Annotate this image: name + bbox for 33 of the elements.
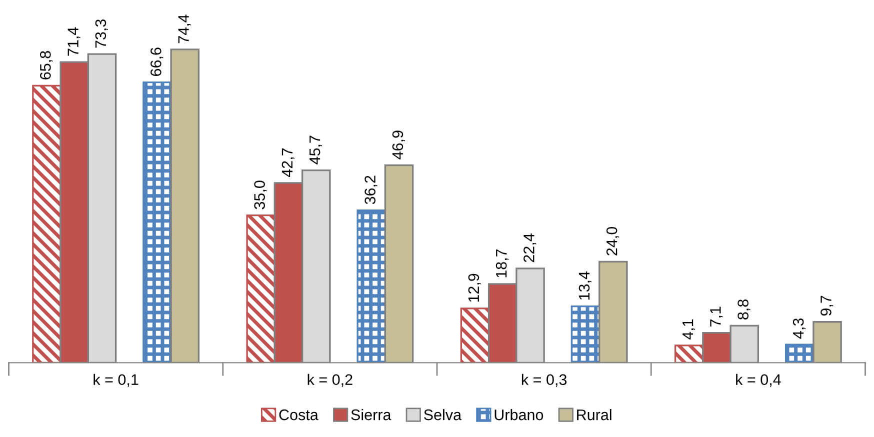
x-tick-label: k = 0,1	[94, 374, 138, 387]
data-label: 65,8	[40, 51, 53, 80]
data-label: 22,4	[524, 234, 536, 262]
legend-label: Selva	[424, 409, 462, 420]
data-label: 71,4	[68, 27, 80, 56]
data-label: 36,2	[364, 176, 378, 204]
data-label: 4,3	[792, 318, 806, 339]
legend-label: Urbano	[494, 409, 544, 420]
bar	[784, 344, 814, 363]
bar	[356, 209, 386, 363]
data-label: 73,3	[95, 19, 108, 48]
data-label: 74,4	[178, 14, 191, 44]
x-tick-label: k = 0,3	[522, 374, 567, 387]
data-label: 18,7	[496, 249, 509, 278]
data-label: 12,9	[468, 274, 481, 302]
data-label: 66,6	[150, 48, 164, 76]
bar	[570, 305, 600, 363]
bar	[142, 81, 172, 363]
data-label: 35,0	[254, 180, 267, 210]
data-label: 13,4	[578, 271, 592, 300]
data-label: 42,7	[282, 148, 294, 178]
x-tick-label: k = 0,2	[308, 374, 352, 387]
data-label: 8,8	[738, 300, 750, 320]
data-label: 45,7	[310, 136, 322, 164]
data-label: 46,9	[392, 130, 405, 160]
legend-label: Rural	[577, 409, 612, 420]
legend-label: Costa	[279, 409, 318, 420]
data-label: 24,0	[606, 226, 620, 256]
data-label: 7,1	[710, 306, 723, 326]
data-label: 4,1	[682, 319, 696, 340]
data-label: 9,7	[820, 296, 834, 316]
x-tick-label: k = 0,4	[736, 374, 781, 387]
legend-label: Sierra	[351, 409, 392, 420]
